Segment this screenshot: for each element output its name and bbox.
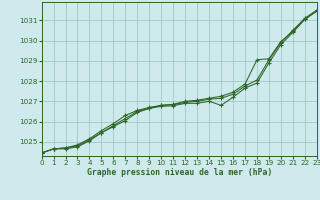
X-axis label: Graphe pression niveau de la mer (hPa): Graphe pression niveau de la mer (hPa): [87, 168, 272, 177]
